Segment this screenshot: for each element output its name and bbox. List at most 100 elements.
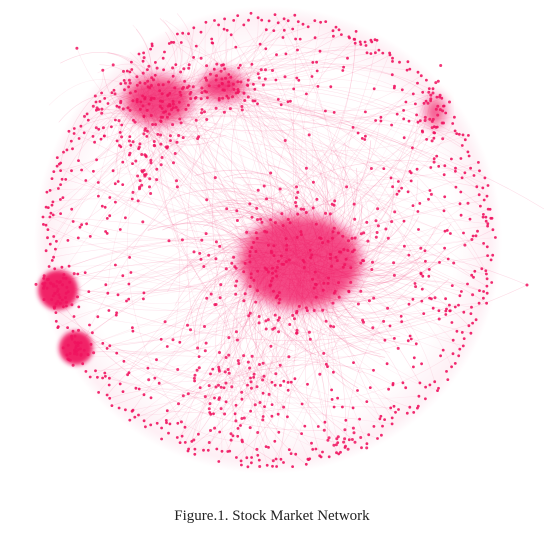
network-node [346,57,349,60]
network-node [327,277,330,280]
network-node [323,429,326,432]
network-node [281,263,284,266]
network-node [223,28,226,31]
network-node [234,284,237,287]
network-node [200,87,203,90]
network-node [256,102,259,105]
network-node [418,395,421,398]
network-node [205,91,208,94]
network-node [49,216,52,219]
network-node [249,377,252,380]
network-node [384,339,387,342]
network-node [136,84,139,87]
network-node [416,168,419,171]
network-node [359,43,362,46]
network-node [122,390,125,393]
network-node [178,118,181,121]
network-node [275,275,278,278]
network-node [146,80,149,83]
network-node [294,201,297,204]
network-node [276,266,279,269]
network-node [332,325,335,328]
network-node [374,51,377,54]
network-node [370,167,373,170]
network-node [414,285,417,288]
network-node [227,81,230,84]
network-node [356,389,359,392]
network-node [298,305,301,308]
network-node [475,234,478,237]
network-node [150,396,153,399]
network-node [143,153,146,156]
network-node [204,349,207,352]
network-node [153,140,156,143]
network-node [106,292,109,295]
network-node [365,221,368,224]
network-node [475,318,478,321]
network-node [275,458,278,461]
network-node [118,407,121,410]
network-node [446,378,449,381]
network-node [258,459,261,462]
network-node [139,179,142,182]
network-node [428,87,431,90]
network-node [213,68,216,71]
network-node [111,404,114,407]
network-node [246,84,249,87]
network-node [470,312,473,315]
network-node [154,61,157,64]
network-node [324,421,327,424]
network-node [421,275,424,278]
network-node [150,161,153,164]
network-node [55,285,58,288]
network-node [282,380,285,383]
network-node [420,362,423,365]
network-node [459,294,462,297]
network-node [454,362,457,365]
network-node [108,196,111,199]
network-node [132,140,135,143]
network-node [485,302,488,305]
network-node [172,100,175,103]
network-node [359,436,362,439]
network-node [324,212,327,215]
network-node [345,185,348,188]
network-node [418,202,421,205]
network-node [103,135,106,138]
network-node [61,299,64,302]
network-node [410,172,413,175]
network-node [351,438,354,441]
network-node [276,295,279,298]
network-node [408,68,411,71]
network-node [329,85,332,88]
network-node [362,259,365,262]
network-node [62,346,65,349]
network-node [280,212,283,215]
network-node [455,186,458,189]
network-node [483,199,486,202]
network-node [169,423,172,426]
network-node [287,355,290,358]
network-node [482,216,485,219]
network-node [220,70,223,73]
network-node [225,356,228,359]
network-node [112,169,115,172]
network-node [74,335,77,338]
network-node [376,231,379,234]
network-node [68,265,71,268]
network-node [42,277,45,280]
network-node [129,82,132,85]
network-node [280,103,283,106]
network-node [429,94,432,97]
network-node [355,30,358,33]
network-node [92,170,95,173]
network-node [212,412,215,415]
network-node [178,101,181,104]
network-node [271,465,274,468]
network-node [432,118,435,121]
network-node [104,283,107,286]
network-node [494,236,497,239]
network-node [125,300,128,303]
network-node [66,326,69,329]
network-node [277,260,280,263]
